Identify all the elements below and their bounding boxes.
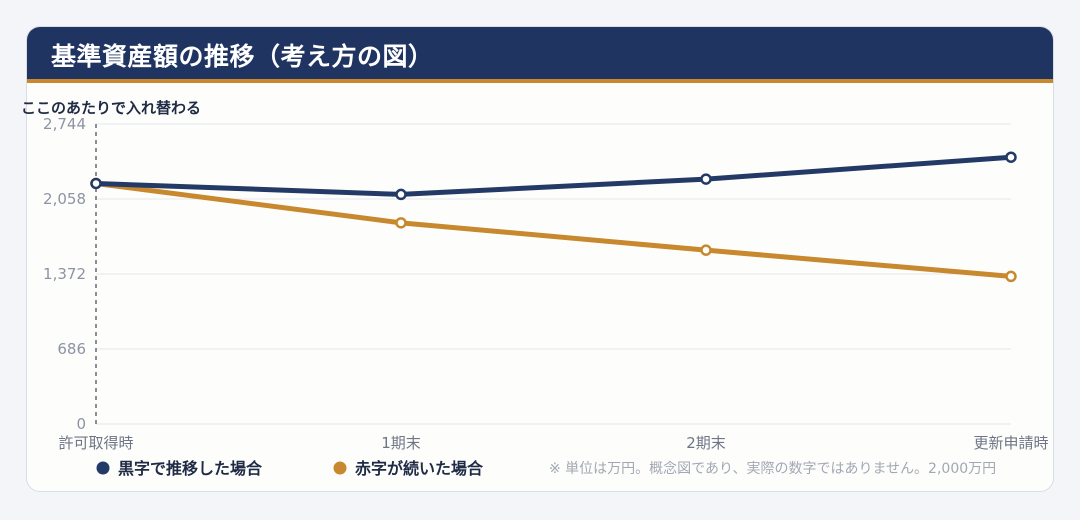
data-point [395, 188, 407, 201]
legend-label: 黒字で推移した場合 [118, 459, 263, 478]
x-axis-ticks: 許可取得時 1期末 2期末 更新申請時 [58, 434, 1048, 452]
x-tick-label: 2期末 [686, 434, 726, 452]
x-tick-label: 許可取得時 [58, 434, 133, 452]
chart-note: ※ 単位は万円。概念図であり、実際の数字ではありません。2,000万円 [549, 460, 996, 477]
legend: 黒字で推移した場合 赤字が続いた場合 [96, 459, 484, 478]
card-header: 基準資産額の推移（考え方の図） [27, 27, 1053, 83]
data-point [1005, 270, 1017, 283]
y-axis-ticks: 0 686 1,372 2,058 2,744 [43, 115, 86, 433]
y-tick-label: 2,744 [43, 115, 86, 133]
series-line-black [93, 154, 1014, 197]
data-point [700, 244, 712, 256]
y-tick-label: 2,058 [43, 190, 86, 208]
chart-title: 基準資産額の推移（考え方の図） [51, 42, 434, 71]
legend-marker [96, 461, 110, 475]
series-line-red [93, 180, 1014, 279]
y-tick-label: 1,372 [43, 265, 86, 283]
data-point [700, 173, 712, 185]
y-tick-label: 686 [57, 340, 86, 358]
data-point [90, 177, 102, 190]
legend-label: 赤字が続いた場合 [355, 459, 484, 478]
x-tick-label: 更新申請時 [973, 434, 1048, 452]
y-tick-label: 0 [76, 415, 86, 433]
data-point [395, 217, 407, 229]
annotation-label: ここのあたりで入れ替わる [21, 99, 201, 117]
grid-lines [96, 123, 1011, 425]
series-layer [90, 151, 1017, 283]
data-point [1005, 151, 1017, 163]
legend-marker [333, 461, 347, 475]
chart-card: 基準資産額の推移（考え方の図） [26, 26, 1054, 492]
x-tick-label: 1期末 [381, 434, 421, 452]
